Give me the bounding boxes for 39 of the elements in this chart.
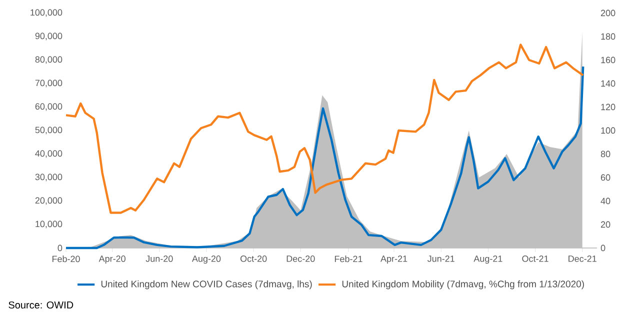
y-tick-label: 20,000 [35,197,62,205]
line-series [64,65,584,250]
y-tick-label: 60,000 [35,103,62,111]
y2-tick-label: 120 [601,104,616,110]
x-tick-label: Jun-21 [427,256,454,262]
y2-tick-label: 160 [601,56,616,64]
y-tick-label: 90,000 [35,32,62,40]
y-tick-label: 40,000 [35,150,62,158]
x-tick-label: Aug-20 [192,256,221,264]
line-series [64,44,584,214]
y2-tick-label: 40 [600,198,610,204]
y-tick-label: 0 [58,244,62,252]
y2-tick-label: 180 [601,33,616,40]
y2-tick-label: 80 [600,150,610,158]
y2-tick-label: 200 [600,10,616,16]
x-tick-label: Feb-20 [52,256,80,262]
y2-tick-label: 20 [600,221,610,228]
y-tick-label: 10,000 [36,220,62,228]
x-tick-label: Dec-20 [286,256,315,262]
y2-tick-label: 100 [601,127,616,134]
y-tick-label: 100,000 [30,9,62,17]
x-tick-label: Apr-21 [380,256,408,264]
legend-label: United Kingdom New COVID Cases (7dmavg, lhs) [101,280,312,290]
x-tick-label: Oct-20 [240,256,267,262]
y-tick-label: 80,000 [35,56,62,64]
source-note: Source: OWID [8,301,74,309]
y-tick-label: 50,000 [35,126,62,134]
x-tick-label: Jun-20 [146,256,173,262]
x-tick-label: Oct-21 [522,256,548,262]
y-tick-label: 70,000 [35,80,62,88]
x-tick-label: Feb-21 [334,256,362,262]
y-tick-label: 30,000 [35,174,62,182]
x-tick-label: Dec-21 [568,256,596,262]
y2-tick-label: 140 [601,80,616,87]
legend-label: United Kingdom Mobility (7dmavg, %Chg from 1/13/2020) [342,280,584,290]
y2-tick-label: 60 [600,174,610,181]
y2-tick-label: 0 [600,244,606,252]
x-tick-label: Apr-20 [98,256,126,264]
x-tick-label: Aug-21 [474,256,502,264]
